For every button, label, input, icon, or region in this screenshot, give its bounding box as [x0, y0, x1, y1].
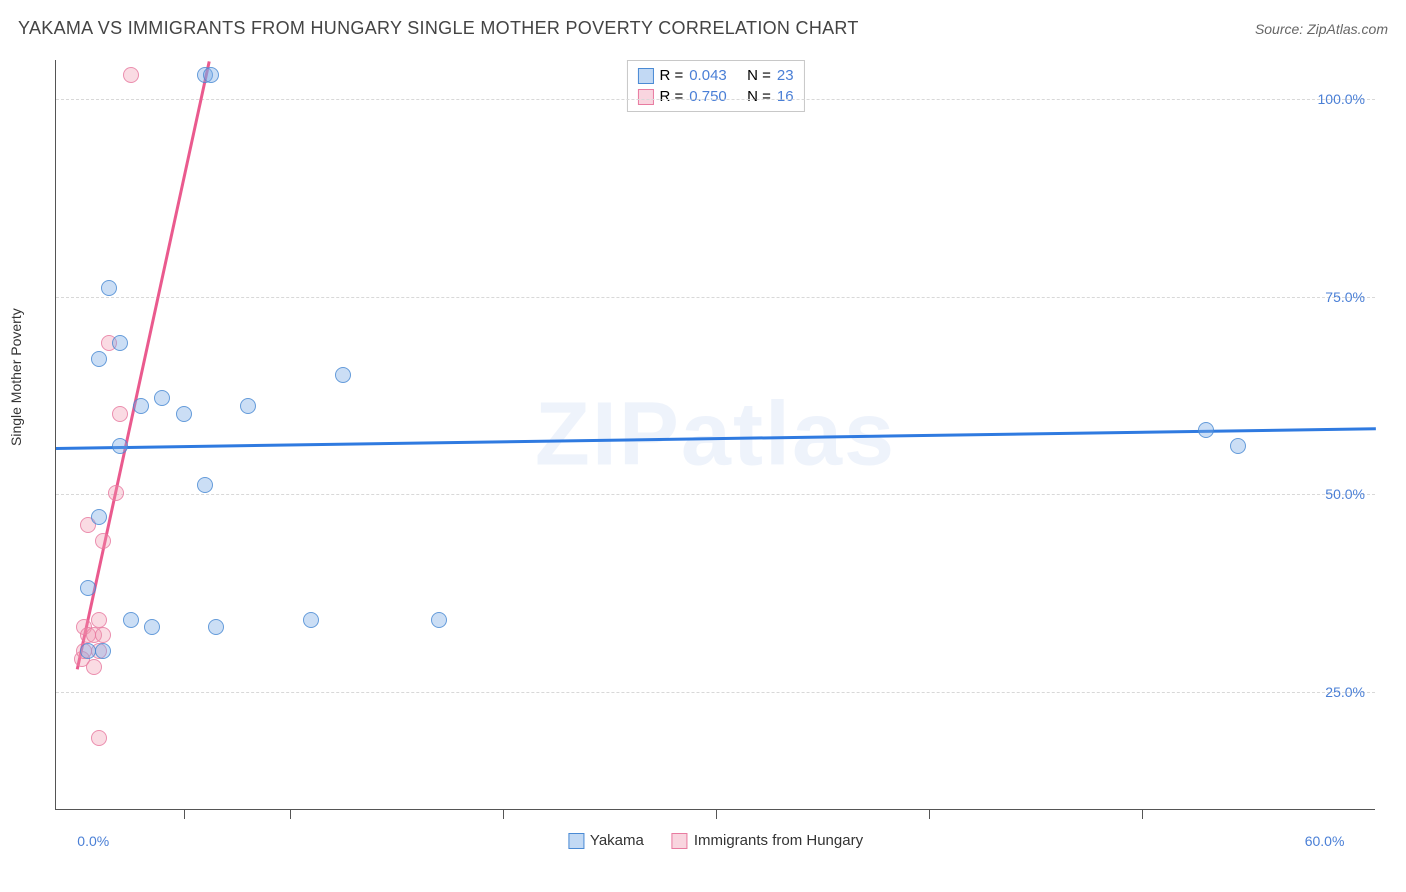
- data-point: [154, 390, 170, 406]
- data-point: [123, 67, 139, 83]
- swatch-a-icon: [568, 833, 584, 849]
- series-legend: Yakama Immigrants from Hungary: [568, 832, 863, 849]
- source-attribution: Source: ZipAtlas.com: [1255, 21, 1388, 37]
- x-tick: [716, 809, 717, 819]
- data-point: [91, 730, 107, 746]
- gridline: [56, 692, 1375, 693]
- trend-line-a: [56, 427, 1376, 449]
- data-point: [123, 612, 139, 628]
- data-point: [91, 351, 107, 367]
- data-point: [176, 406, 192, 422]
- swatch-b-icon: [637, 89, 653, 105]
- stats-legend: R = 0.043 N = 23 R = 0.750 N = 16: [626, 60, 804, 112]
- y-tick-label: 100.0%: [1318, 91, 1365, 107]
- data-point: [1230, 438, 1246, 454]
- gridline: [56, 494, 1375, 495]
- data-point: [91, 509, 107, 525]
- data-point: [335, 367, 351, 383]
- data-point: [112, 335, 128, 351]
- x-tick: [1142, 809, 1143, 819]
- legend-item-b: Immigrants from Hungary: [672, 832, 863, 849]
- data-point: [144, 619, 160, 635]
- swatch-b-icon: [672, 833, 688, 849]
- stats-row-a: R = 0.043 N = 23: [637, 65, 793, 86]
- data-point: [80, 643, 96, 659]
- gridline: [56, 297, 1375, 298]
- data-point: [240, 398, 256, 414]
- swatch-a-icon: [637, 68, 653, 84]
- y-axis-label: Single Mother Poverty: [8, 308, 24, 446]
- data-point: [197, 477, 213, 493]
- data-point: [95, 533, 111, 549]
- data-point: [203, 67, 219, 83]
- y-tick-label: 50.0%: [1325, 486, 1365, 502]
- y-tick-label: 75.0%: [1325, 289, 1365, 305]
- data-point: [108, 485, 124, 501]
- data-point: [208, 619, 224, 635]
- x-tick-label: 0.0%: [77, 833, 109, 849]
- data-point: [86, 659, 102, 675]
- x-tick-label: 60.0%: [1305, 833, 1345, 849]
- data-point: [112, 406, 128, 422]
- data-point: [95, 643, 111, 659]
- data-point: [133, 398, 149, 414]
- data-point: [431, 612, 447, 628]
- data-point: [80, 580, 96, 596]
- data-point: [1198, 422, 1214, 438]
- legend-item-a: Yakama: [568, 832, 644, 849]
- stats-row-b: R = 0.750 N = 16: [637, 86, 793, 107]
- x-tick: [929, 809, 930, 819]
- data-point: [303, 612, 319, 628]
- data-point: [101, 280, 117, 296]
- x-tick: [503, 809, 504, 819]
- x-tick: [184, 809, 185, 819]
- gridline: [56, 99, 1375, 100]
- data-point: [112, 438, 128, 454]
- chart-title: YAKAMA VS IMMIGRANTS FROM HUNGARY SINGLE…: [18, 18, 859, 39]
- data-point: [91, 612, 107, 628]
- plot-area: ZIPatlas R = 0.043 N = 23 R = 0.750 N = …: [55, 60, 1375, 810]
- data-point: [95, 627, 111, 643]
- y-tick-label: 25.0%: [1325, 684, 1365, 700]
- x-tick: [290, 809, 291, 819]
